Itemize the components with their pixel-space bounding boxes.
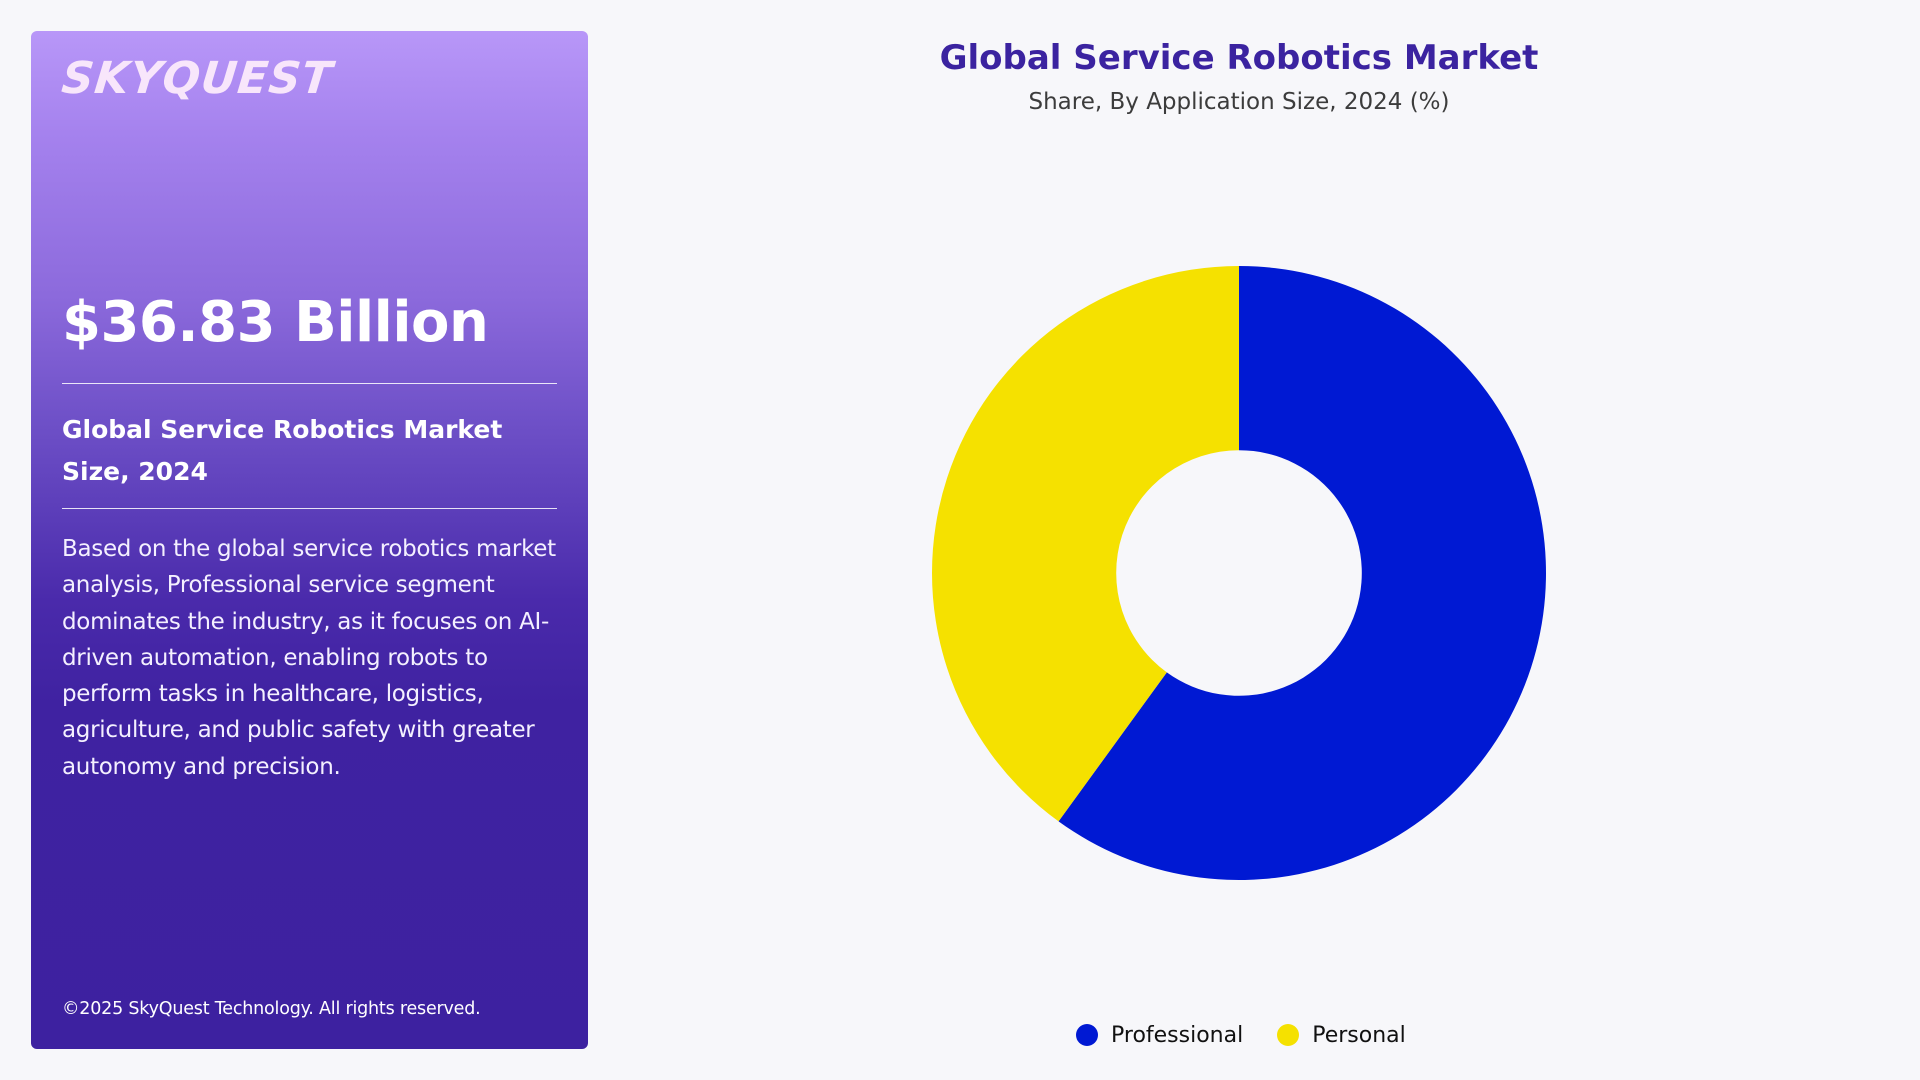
- legend-label: Professional: [1111, 1022, 1244, 1048]
- legend-label: Personal: [1312, 1022, 1406, 1048]
- chart-title: Global Service Robotics Market: [939, 38, 1539, 78]
- chart-subtitle: Share, By Application Size, 2024 (%): [1028, 89, 1450, 115]
- divider: [62, 508, 557, 509]
- legend-dot-icon: [1076, 1024, 1098, 1046]
- copyright-notice: ©2025 SkyQuest Technology. All rights re…: [62, 999, 481, 1019]
- donut-chart: [929, 263, 1549, 883]
- donut-chart-svg: [932, 266, 1546, 881]
- legend-item-professional[interactable]: Professional: [1076, 1023, 1243, 1048]
- market-size-heading: Global Service Robotics Market Size, 202…: [62, 415, 503, 486]
- skyquest-logo: SKYQUEST: [59, 53, 336, 104]
- donut-slice-professional[interactable]: [1058, 266, 1546, 881]
- chart-header: Global Service Robotics Market Share, By…: [900, 36, 1578, 118]
- market-size-value: $36.83 Billion: [62, 290, 489, 355]
- divider: [62, 383, 557, 384]
- info-panel: SKYQUEST $36.83 Billion Global Service R…: [31, 31, 588, 1049]
- legend-dot-icon: [1277, 1024, 1300, 1046]
- market-description: Based on the global service robotics mar…: [62, 536, 556, 780]
- legend-item-personal[interactable]: Personal: [1277, 1023, 1406, 1048]
- donut-slice-personal[interactable]: [932, 266, 1239, 822]
- chart-legend: Professional Personal: [1076, 1020, 1440, 1050]
